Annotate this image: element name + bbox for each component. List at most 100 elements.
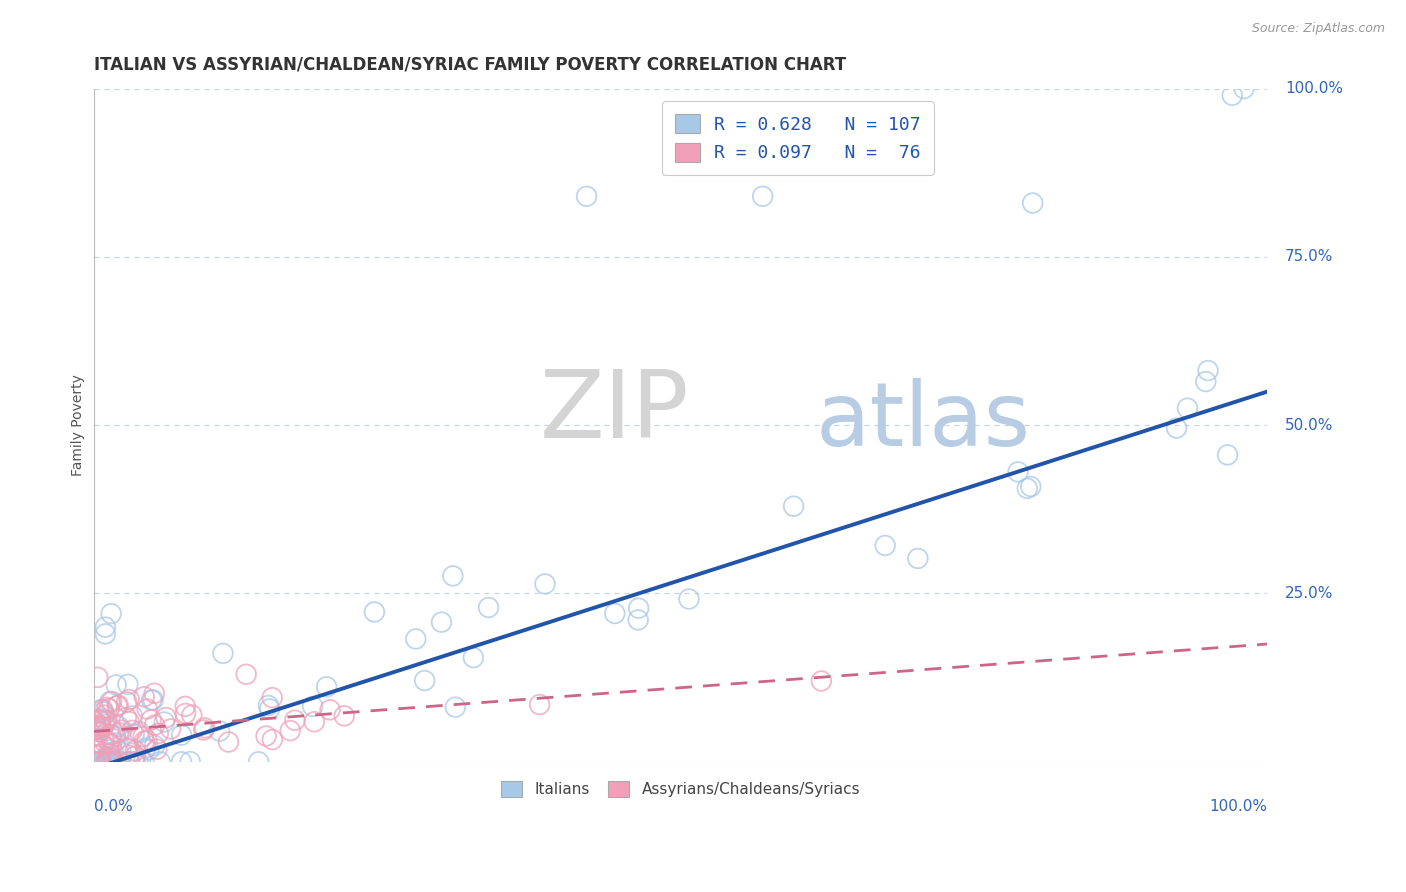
Text: 0.0%: 0.0% (94, 799, 132, 814)
Point (254, 729, 277, 743)
Point (782, 500, 804, 514)
Point (86, 741, 108, 756)
Point (84, 736, 107, 750)
Point (174, 699, 197, 714)
Point (134, 734, 156, 748)
Text: Source: ZipAtlas.com: Source: ZipAtlas.com (1251, 22, 1385, 36)
Point (315, 680, 337, 694)
Point (115, 695, 138, 709)
Point (89, 724, 111, 739)
Y-axis label: Family Poverty: Family Poverty (72, 375, 86, 476)
Point (1177, 401, 1199, 416)
Point (134, 741, 156, 756)
Point (107, 725, 129, 739)
Point (284, 713, 307, 727)
Point (124, 744, 146, 758)
Point (86, 755, 108, 769)
Point (751, 189, 773, 203)
Point (84, 718, 107, 732)
Point (86, 748, 108, 763)
Point (87, 712, 110, 726)
Point (108, 755, 131, 769)
Point (262, 732, 284, 747)
Point (1019, 479, 1042, 493)
Point (100, 694, 122, 708)
Text: 50.0%: 50.0% (1285, 417, 1333, 433)
Point (118, 755, 141, 769)
Point (110, 755, 132, 769)
Point (1216, 448, 1239, 462)
Point (84, 718, 107, 732)
Point (98, 747, 121, 761)
Point (108, 755, 131, 769)
Point (179, 755, 201, 769)
Point (97, 755, 120, 769)
Point (93, 755, 115, 769)
Point (463, 650, 485, 665)
Point (90, 755, 112, 769)
Point (115, 710, 138, 724)
Point (104, 736, 127, 750)
Point (86, 755, 108, 769)
Point (170, 728, 193, 742)
Point (89, 755, 111, 769)
Point (136, 702, 159, 716)
Point (235, 667, 257, 681)
Point (98, 751, 121, 765)
Point (153, 714, 176, 729)
Point (142, 693, 165, 707)
Point (118, 692, 141, 706)
Point (278, 723, 301, 738)
Point (104, 730, 127, 744)
Point (96, 700, 118, 714)
Point (83, 723, 105, 737)
Point (132, 755, 155, 769)
Point (136, 733, 159, 747)
Point (174, 706, 197, 721)
Point (101, 745, 124, 759)
Point (430, 615, 453, 629)
Point (1220, 88, 1243, 103)
Point (155, 710, 177, 724)
Point (104, 755, 127, 769)
Point (87, 755, 110, 769)
Point (89, 719, 111, 733)
Point (100, 728, 122, 742)
Point (124, 749, 146, 764)
Text: 100.0%: 100.0% (1285, 81, 1343, 96)
Point (122, 727, 145, 741)
Point (83, 755, 105, 769)
Point (194, 721, 217, 735)
Point (97, 751, 120, 765)
Point (529, 698, 551, 712)
Point (301, 699, 323, 714)
Point (132, 730, 155, 744)
Point (627, 613, 650, 627)
Point (97, 723, 120, 738)
Point (363, 605, 385, 619)
Point (91, 703, 114, 717)
Point (304, 714, 326, 729)
Point (100, 755, 122, 769)
Point (477, 600, 499, 615)
Point (111, 723, 134, 737)
Point (1195, 375, 1218, 389)
Point (1007, 465, 1029, 479)
Point (90, 755, 112, 769)
Point (117, 677, 139, 691)
Point (107, 698, 129, 712)
Point (96, 714, 118, 729)
Point (810, 673, 832, 688)
Point (678, 591, 700, 606)
Point (84, 755, 107, 769)
Point (100, 731, 122, 745)
Point (1017, 482, 1039, 496)
Point (247, 755, 270, 769)
Point (87, 670, 110, 684)
Point (100, 755, 122, 769)
Point (118, 714, 141, 729)
Point (333, 709, 356, 723)
Point (127, 755, 149, 769)
Text: 25.0%: 25.0% (1285, 586, 1333, 601)
Point (107, 719, 129, 733)
